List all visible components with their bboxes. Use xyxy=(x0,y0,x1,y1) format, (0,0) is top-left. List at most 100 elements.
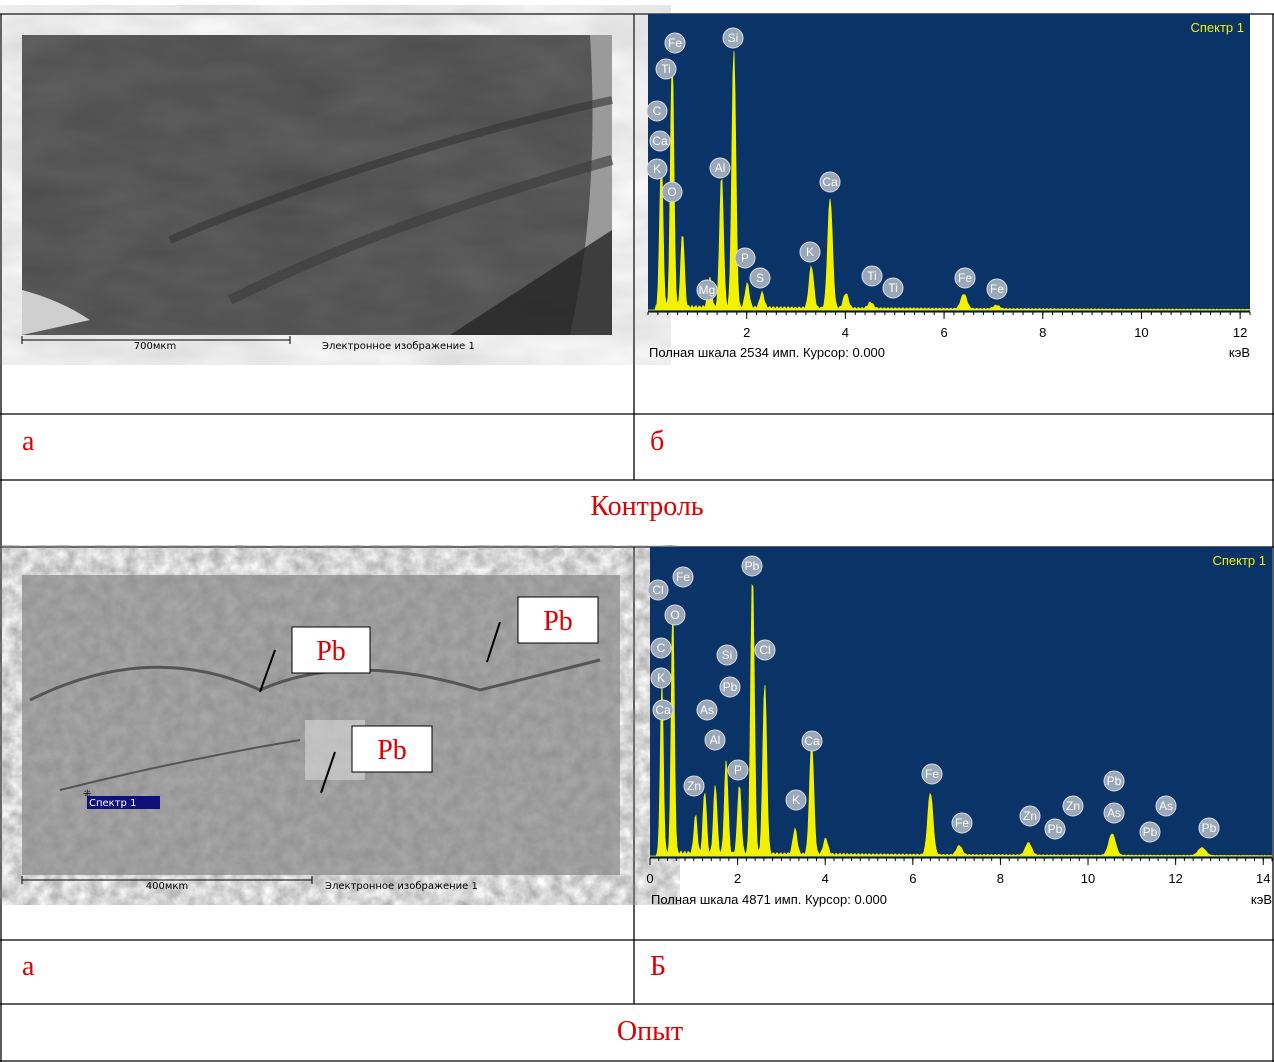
group-caption: Контроль xyxy=(590,491,703,522)
x-tick-label: 2 xyxy=(743,325,750,340)
element-label: Ti xyxy=(888,281,898,295)
spectrum-marker: Спектр 1 xyxy=(89,798,136,809)
element-badge xyxy=(696,279,718,301)
spectrum-background xyxy=(648,14,1250,312)
element-label: Mg xyxy=(699,283,716,297)
panel-label: Б xyxy=(650,951,666,982)
element-label: Ca xyxy=(822,175,838,189)
element-badge xyxy=(704,729,726,751)
panel-label: б xyxy=(650,426,664,457)
element-badge xyxy=(1062,795,1084,817)
element-badge xyxy=(749,267,771,289)
element-badge xyxy=(1198,817,1220,839)
image-caption: Электронное изображение 1 xyxy=(325,881,478,892)
panel-label: а xyxy=(22,426,35,457)
spectrum-unit: кэВ xyxy=(1229,345,1250,360)
element-label: O xyxy=(667,185,676,199)
spectrum-trace xyxy=(648,51,1251,311)
x-tick-label: 4 xyxy=(842,325,849,340)
element-label: As xyxy=(700,703,714,717)
element-label: Ca xyxy=(652,134,668,148)
sem-image-experiment: ⁜ xyxy=(21,575,620,884)
x-tick-label: 4 xyxy=(822,871,829,886)
spectrum-trace xyxy=(650,583,1273,857)
element-badge xyxy=(882,277,904,299)
x-tick-label: 14 xyxy=(1256,871,1270,886)
x-tick-label: 12 xyxy=(1233,325,1247,340)
spectrum-title: Спектр 1 xyxy=(1212,553,1266,568)
x-tick-label: 2 xyxy=(734,871,741,886)
table-borders xyxy=(0,13,1274,1062)
element-label: Zn xyxy=(1066,799,1080,813)
element-label: Ti xyxy=(867,269,877,283)
spectrum-footer: Полная шкала 4871 имп. Курсор: 0.000 xyxy=(651,892,887,907)
spectrum-footer: Полная шкала 2534 имп. Курсор: 0.000 xyxy=(649,345,885,360)
element-label: S xyxy=(756,271,764,285)
x-tick-label: 6 xyxy=(909,871,916,886)
element-label: K xyxy=(657,671,665,685)
element-label: C xyxy=(653,104,662,118)
element-label: Pb xyxy=(1143,825,1158,839)
image-caption: Электронное изображение 1 xyxy=(322,341,475,352)
element-badge xyxy=(986,278,1008,300)
element-badge xyxy=(647,579,669,601)
element-label: Al xyxy=(715,161,726,175)
element-label: Fe xyxy=(676,570,690,584)
element-label: P xyxy=(741,251,749,265)
element-label: Cl xyxy=(652,583,663,597)
x-tick-label: 10 xyxy=(1134,325,1148,340)
element-badge xyxy=(1103,770,1125,792)
element-badge xyxy=(709,157,731,179)
x-tick-label: 12 xyxy=(1168,871,1182,886)
element-badge xyxy=(716,644,738,666)
element-label: Pb xyxy=(745,559,760,573)
element-label: Zn xyxy=(1023,809,1037,823)
element-label: Pb xyxy=(723,680,738,694)
x-tick-label: 8 xyxy=(1039,325,1046,340)
element-badge xyxy=(1019,805,1041,827)
pb-annotation: Pb xyxy=(543,606,573,637)
panel-label: а xyxy=(22,951,35,982)
group-caption: Опыт xyxy=(617,1016,683,1047)
element-label: K xyxy=(806,245,814,259)
scale-label: 400мкm xyxy=(146,881,188,892)
element-badge xyxy=(921,763,943,785)
element-label: Al xyxy=(710,733,721,747)
pb-annotation: Pb xyxy=(316,636,346,667)
scale-label: 700мкm xyxy=(134,341,176,352)
element-badge xyxy=(672,566,694,588)
element-badge xyxy=(650,667,672,689)
element-label: Ca xyxy=(804,734,820,748)
element-badge xyxy=(1139,821,1161,843)
x-tick-label: 6 xyxy=(940,325,947,340)
element-badge xyxy=(951,812,973,834)
pb-annotation: Pb xyxy=(377,735,407,766)
element-badge xyxy=(819,171,841,193)
element-badge xyxy=(696,699,718,721)
spectrum-title: Спектр 1 xyxy=(1190,20,1244,35)
element-label: Fe xyxy=(955,816,969,830)
x-tick-label: 10 xyxy=(1081,871,1095,886)
element-label: Ca xyxy=(655,703,671,717)
element-label: P xyxy=(734,763,742,777)
element-label: Pb xyxy=(1048,822,1063,836)
element-badge xyxy=(799,241,821,263)
element-badge xyxy=(1044,818,1066,840)
element-label: Pb xyxy=(1202,821,1217,835)
element-label: Si xyxy=(722,648,733,662)
element-label: Fe xyxy=(990,282,1004,296)
spectrum-background xyxy=(650,547,1272,858)
element-label: K xyxy=(653,162,661,176)
element-label: Ti xyxy=(661,62,671,76)
element-badge xyxy=(655,58,677,80)
element-badge xyxy=(861,265,883,287)
element-label: Si xyxy=(728,31,739,45)
element-badge xyxy=(785,789,807,811)
element-badge xyxy=(683,775,705,797)
element-badge xyxy=(719,676,741,698)
element-badge xyxy=(954,267,976,289)
element-badge xyxy=(741,555,763,577)
element-badge xyxy=(734,247,756,269)
spectrum-unit: кэВ xyxy=(1251,892,1272,907)
